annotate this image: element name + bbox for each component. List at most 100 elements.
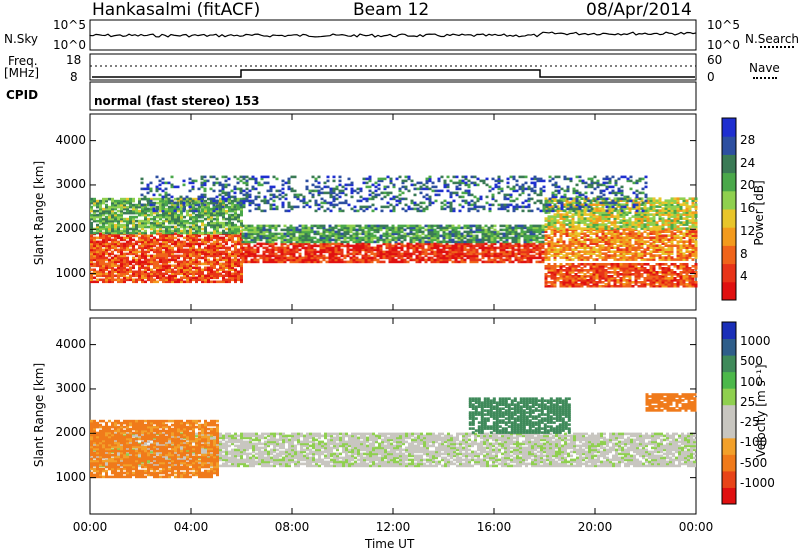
heatmap-cell [240,280,243,284]
heatmap-cell [141,246,144,250]
heatmap-cell [180,231,183,235]
heatmap-cell [556,269,560,272]
heatmap-cell [271,234,275,238]
heatmap-cell [436,258,440,262]
heatmap-cell [144,219,147,223]
heatmap-cell [400,236,404,240]
heatmap-cell [114,199,117,203]
heatmap-cell [640,207,644,210]
heatmap-cell [619,248,623,251]
heatmap-cell [234,270,237,274]
heatmap-cell [331,252,335,256]
heatmap-cell [625,252,629,255]
heatmap-cell [445,244,449,248]
heatmap-cell [514,244,518,248]
heatmap-cell [439,234,443,238]
heatmap-cell [610,230,614,233]
heatmap-cell [400,256,404,260]
heatmap-cell [328,226,332,230]
heatmap-cell [388,250,392,254]
heatmap-cell [186,203,189,207]
heatmap-cell [174,280,177,284]
heatmap-cell [550,215,554,218]
heatmap-cell [234,250,237,254]
heatmap-cell [216,217,219,221]
heatmap-cell [466,224,470,228]
heatmap-cell [210,252,213,256]
heatmap-cell [162,274,165,278]
heatmap-cell [198,234,201,238]
heatmap-cell [418,226,422,230]
heatmap-cell [102,258,105,262]
heatmap-cell [280,256,284,260]
heatmap-cell [403,228,407,232]
heatmap-cell [397,228,401,232]
nave-tick-top: 60 [707,53,723,67]
heatmap-cell [565,256,569,259]
heatmap-cell [526,240,530,244]
heatmap-cell [108,211,111,215]
heatmap-cell [117,278,120,282]
heatmap-cell [424,248,428,252]
heatmap-cell [301,242,305,246]
heatmap-cell [105,248,108,252]
heatmap-cell [646,244,650,247]
heatmap-cell [105,246,108,250]
heatmap-cell [616,244,620,247]
heatmap-cell [216,260,219,264]
heatmap-cell [96,278,99,282]
heatmap-cell [105,240,108,244]
heatmap-cell [349,224,353,228]
heatmap-cell [90,250,93,254]
heatmap-cell [568,273,572,276]
heatmap-cell [616,279,620,282]
heatmap-cell [553,277,557,280]
heatmap-cell [565,223,569,226]
heatmap-cell [319,244,323,248]
heatmap-cell [102,199,105,203]
heatmap-cell [493,232,497,236]
heatmap-cell [292,238,296,242]
heatmap-cell [487,252,491,256]
heatmap-cell [526,254,530,258]
heatmap-cell [162,215,165,219]
heatmap-cell [153,205,156,209]
heatmap-cell [661,248,665,251]
heatmap-cell [559,248,563,251]
heatmap-cell [132,209,135,213]
heatmap-cell [607,248,611,251]
heatmap-cell [454,252,458,256]
heatmap-cell [559,230,563,233]
heatmap-cell [586,279,590,282]
heatmap-cell [111,234,114,238]
heatmap-cell [613,228,617,231]
heatmap-cell [262,224,266,228]
heatmap-cell [280,228,284,232]
heatmap-cell [553,269,557,272]
heatmap-cell [138,223,141,227]
heatmap-cell [481,230,485,234]
heatmap-cell [337,224,341,228]
heatmap-cell [156,256,159,260]
heatmap-cell [523,224,527,228]
heatmap-cell [117,203,120,207]
heatmap-cell [195,213,198,217]
heatmap-cell [165,272,168,276]
heatmap-cell [646,240,650,243]
heatmap-cell [228,217,231,221]
heatmap-cell [237,264,240,268]
heatmap-cell [694,242,698,245]
heatmap-cell [141,234,144,238]
heatmap-cell [559,250,563,253]
heatmap-cell [571,240,575,243]
heatmap-cell [625,234,629,237]
heatmap-cell [469,254,473,258]
heatmap-cell [553,283,557,286]
heatmap-cell [150,260,153,264]
heatmap-cell [111,260,114,264]
heatmap-cell [547,275,551,278]
heatmap-cell [174,221,177,225]
heatmap-cell [234,225,237,229]
heatmap-cell [277,256,281,260]
heatmap-cell [117,205,120,209]
